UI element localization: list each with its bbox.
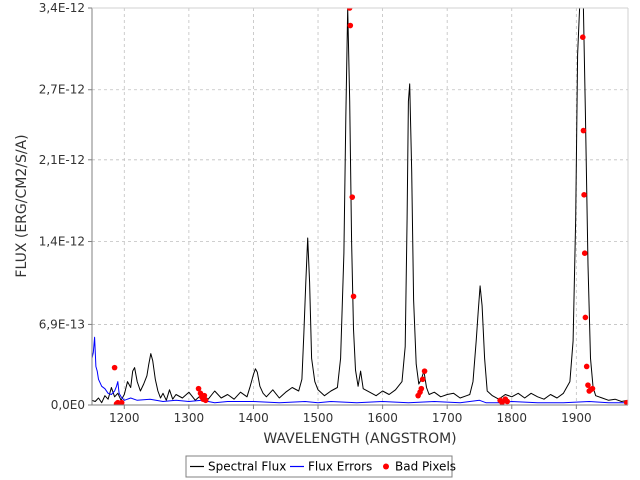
x-axis-title: WAVELENGTH (ANGSTROM) xyxy=(263,431,456,447)
bad-pixel-point xyxy=(581,192,587,198)
x-tick-label: 1700 xyxy=(432,411,463,425)
bad-pixel-point xyxy=(347,22,354,29)
bad-pixel-point xyxy=(623,399,628,405)
flux-errors-line xyxy=(92,336,628,404)
bad-pixel-point xyxy=(350,293,357,300)
x-tick-label: 1300 xyxy=(174,411,205,425)
bad-pixel-point xyxy=(579,34,586,40)
grid xyxy=(92,7,628,405)
bad-pixel-point xyxy=(418,385,425,392)
y-tick-label: 3,4E-12 xyxy=(39,1,85,15)
legend-marker-bad-pixels xyxy=(383,463,389,470)
legend: Spectral Flux Flux Errors Bad Pixels xyxy=(185,455,456,478)
y-tick-label: 2,1E-12 xyxy=(39,153,85,167)
bad-pixel-point xyxy=(195,385,202,392)
bad-pixel-point xyxy=(201,392,208,399)
bad-pixel-point xyxy=(581,250,588,257)
bad-pixel-point xyxy=(589,385,596,392)
bad-pixel-point xyxy=(421,368,428,374)
x-tick-label: 1900 xyxy=(561,411,592,425)
plot-background xyxy=(92,8,628,405)
x-tick-label: 1400 xyxy=(238,411,269,425)
bad-pixel-point xyxy=(349,194,356,200)
x-tick-label: 1500 xyxy=(303,411,334,425)
y-tick-label: 0,0E0 xyxy=(51,398,85,412)
y-tick-label: 1,4E-12 xyxy=(39,235,85,249)
bad-pixel-point xyxy=(118,399,125,405)
x-tick-label: 1600 xyxy=(367,411,398,425)
x-tick-label: 1200 xyxy=(109,411,140,425)
y-tick-label: 6,9E-13 xyxy=(39,317,85,331)
bad-pixel-point xyxy=(580,127,587,134)
y-axis-title: FLUX (ERG/CM2/S/A) xyxy=(14,134,30,277)
legend-label: Spectral Flux xyxy=(208,460,286,474)
bad-pixel-point xyxy=(419,376,426,383)
bad-pixel-point xyxy=(111,364,118,371)
legend-label: Bad Pixels xyxy=(395,460,456,474)
bad-pixel-point xyxy=(504,398,511,405)
legend-label: Flux Errors xyxy=(308,460,372,474)
axes: 1200 1300 1400 1500 1600 1700 1800 1900 0,0E0 6,9… xyxy=(39,1,629,425)
plot-area xyxy=(92,8,628,405)
spectral-flux-line xyxy=(92,8,628,404)
bad-pixel-point xyxy=(346,8,353,11)
bad-pixel-point xyxy=(583,363,590,370)
y-tick-label: 2,7E-12 xyxy=(39,83,85,97)
x-tick-label: 1800 xyxy=(496,411,527,425)
bad-pixel-point xyxy=(585,382,591,388)
legend-box xyxy=(185,455,453,478)
bad-pixel-point xyxy=(582,314,589,321)
bad-pixel-point xyxy=(202,397,209,404)
